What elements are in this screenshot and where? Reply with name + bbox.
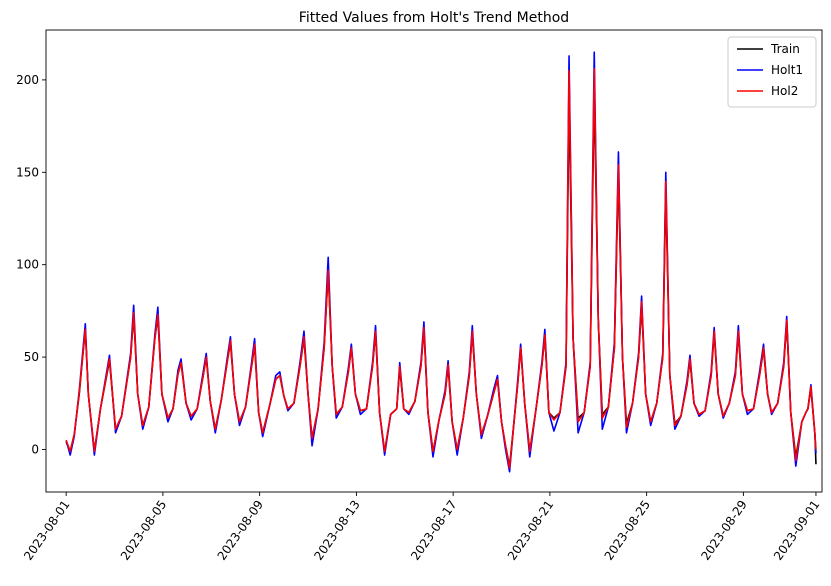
y-tick-label: 50	[24, 350, 39, 364]
plot-area	[45, 29, 823, 493]
y-axis: 0 50 100 150 200	[16, 73, 46, 456]
chart-title: Fitted Values from Holt's Trend Method	[299, 10, 569, 26]
legend: Train Holt1 Hol2	[727, 36, 817, 108]
series-line-hol2	[65, 68, 817, 469]
legend-label-hol2: Hol2	[771, 84, 798, 98]
y-tick-label: 0	[31, 442, 39, 456]
y-tick-label: 150	[16, 165, 39, 179]
legend-label-train: Train	[770, 42, 800, 56]
legend-label-holt1: Holt1	[771, 63, 803, 77]
legend-box	[727, 36, 817, 108]
plot-frame	[45, 29, 823, 493]
y-tick-label: 100	[16, 258, 39, 272]
series-layer	[65, 51, 817, 473]
y-tick-label: 200	[16, 73, 39, 87]
